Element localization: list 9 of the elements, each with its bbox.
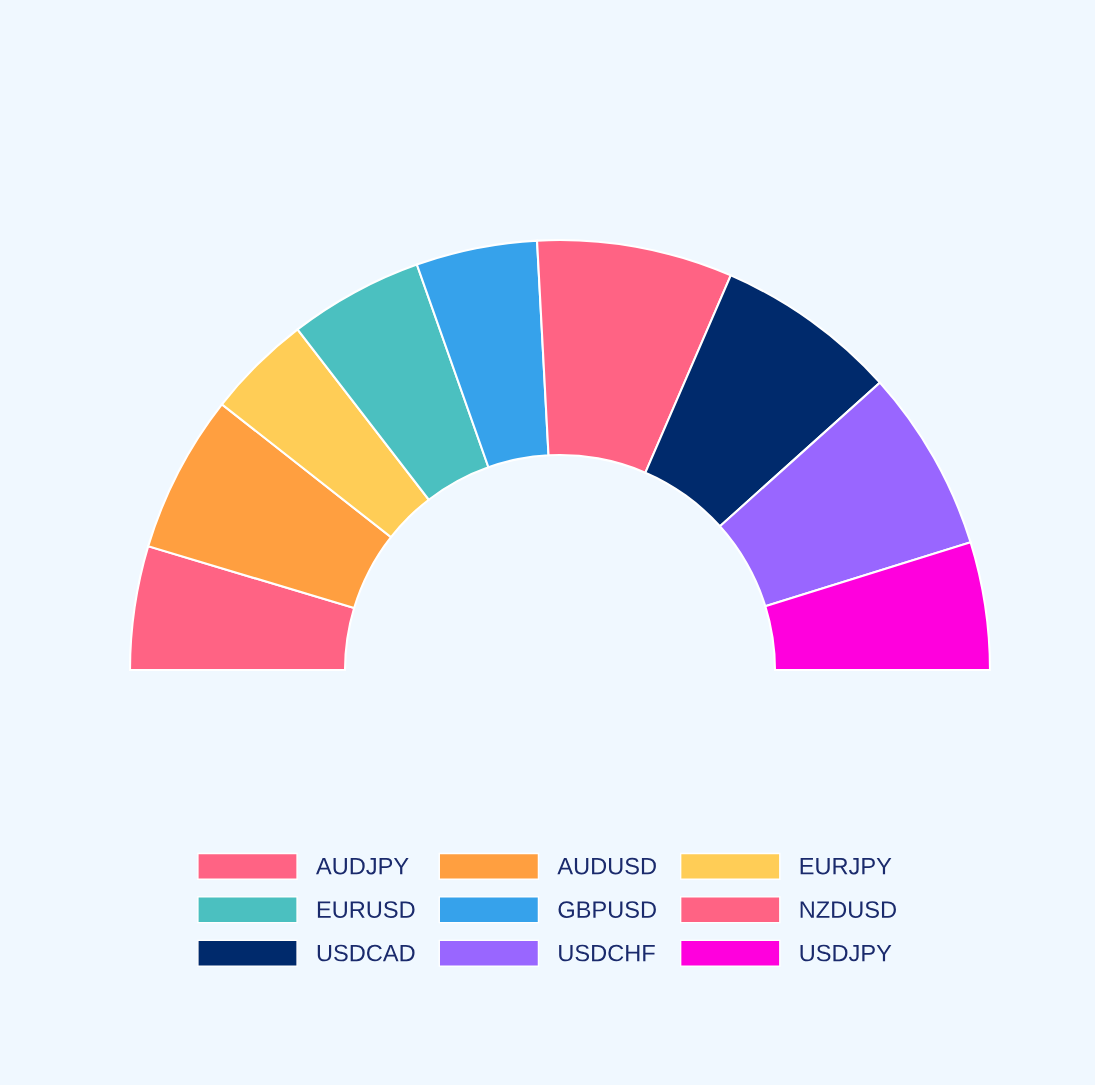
- legend-label: AUDJPY: [316, 858, 409, 875]
- legend-label: EURUSD: [317, 901, 415, 918]
- legend-label: USDCHF: [559, 944, 655, 962]
- legend-label: AUDUSD: [557, 857, 656, 875]
- legend-label: GBPUSD: [558, 901, 656, 918]
- legend-label: USDCAD: [317, 944, 415, 962]
- legend-label: USDJPY: [800, 944, 892, 962]
- legend-label: EURJPY: [800, 858, 892, 875]
- legend-label: NZDUSD: [800, 901, 896, 918]
